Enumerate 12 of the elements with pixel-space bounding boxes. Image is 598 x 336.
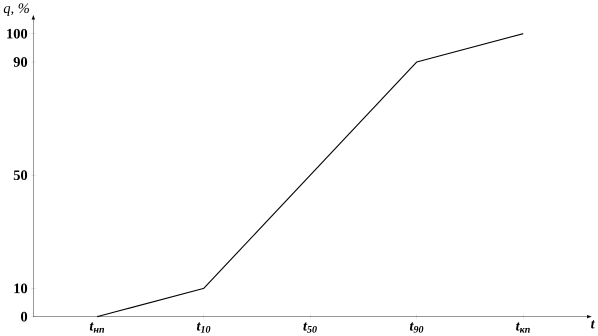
x-tick-label: t$_{50}$ xyxy=(303,322,317,333)
y-axis-title: q, % xyxy=(4,3,29,16)
y-tick-label: 10 xyxy=(14,283,28,294)
x-tick-label: t$_{нп}$ xyxy=(90,322,104,333)
y-tick-label: 100 xyxy=(7,28,28,39)
x-axis-title: t xyxy=(591,320,596,328)
y-tick-label: 50 xyxy=(14,170,28,180)
x-tick-label: t$_{10}$ xyxy=(196,322,210,333)
y-tick-label: 0 xyxy=(20,312,28,322)
y-tick-label: 90 xyxy=(14,57,28,67)
x-tick-label: t$_{90}$ xyxy=(410,322,424,333)
x-tick-label: t$_{кп}$ xyxy=(516,322,530,333)
